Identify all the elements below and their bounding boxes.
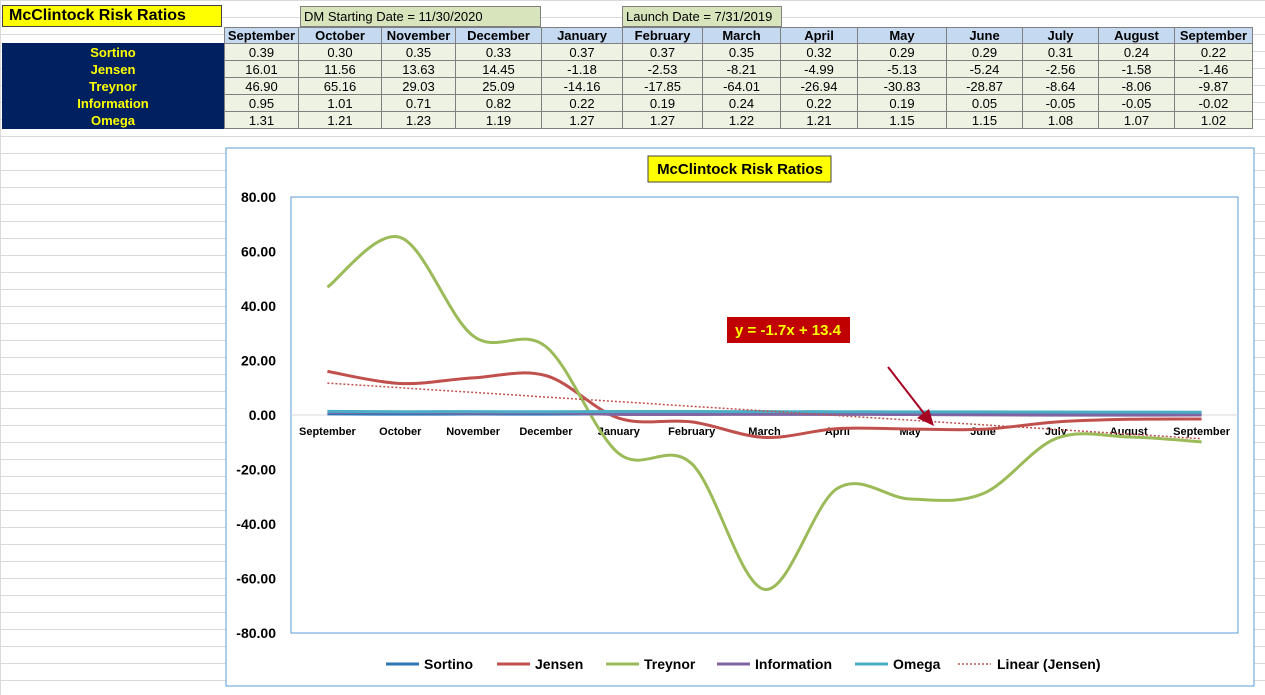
y-tick-label: 20.00 — [241, 353, 276, 369]
month-header: February — [622, 27, 703, 44]
y-tick-label: -20.00 — [236, 462, 276, 478]
month-header: November — [381, 27, 456, 44]
equation-box — [727, 317, 850, 343]
arrow — [887, 366, 927, 417]
value-cell: 1.21 — [298, 111, 382, 129]
value-cell: -26.94 — [780, 77, 858, 95]
value-cell: 0.24 — [702, 94, 781, 112]
y-tick-label: 60.00 — [241, 244, 276, 260]
legend-label: Information — [755, 656, 832, 672]
x-tick-label: December — [519, 426, 573, 438]
x-tick-label: November — [446, 426, 501, 438]
row-label: Omega — [2, 111, 224, 129]
legend-label: Sortino — [424, 656, 473, 672]
chart-title: McClintock Risk Ratios — [657, 161, 823, 178]
value-cell: 0.71 — [381, 94, 456, 112]
value-cell: 46.90 — [224, 77, 299, 95]
sheet-title: McClintock Risk Ratios — [2, 5, 222, 27]
x-tick-label: October — [379, 426, 422, 438]
value-cell: 1.15 — [857, 111, 947, 129]
value-cell: -8.06 — [1098, 77, 1175, 95]
x-tick-label: January — [598, 426, 641, 438]
value-cell: 1.21 — [780, 111, 858, 129]
value-cell: 0.82 — [455, 94, 542, 112]
value-cell: -5.24 — [946, 60, 1023, 78]
y-tick-label: 0.00 — [249, 407, 276, 423]
trend-equation: y = -1.7x + 13.4 — [735, 322, 842, 339]
chart-area — [225, 147, 1255, 687]
value-cell: 1.19 — [455, 111, 542, 129]
value-cell: 14.45 — [455, 60, 542, 78]
value-cell: 0.37 — [622, 43, 703, 61]
chart-title-box — [647, 155, 832, 183]
series-line — [327, 369, 1202, 439]
y-tick-label: -80.00 — [236, 625, 276, 641]
month-header: June — [946, 27, 1023, 44]
value-cell: 1.15 — [946, 111, 1023, 129]
value-cell: -0.05 — [1098, 94, 1175, 112]
x-tick-label: February — [668, 426, 716, 438]
plot: -80.00 -60.00 -40.00 -20.00 0.00 20.00 40.00 60… — [236, 189, 1238, 641]
value-cell: -28.87 — [946, 77, 1023, 95]
value-cell: 1.07 — [1098, 111, 1175, 129]
value-cell: -0.05 — [1022, 94, 1099, 112]
value-cell: 1.27 — [622, 111, 703, 129]
value-cell: 1.23 — [381, 111, 456, 129]
value-cell: -1.46 — [1174, 60, 1253, 78]
legend-label: Omega — [893, 656, 941, 672]
month-header: August — [1098, 27, 1175, 44]
y-tick-label: -60.00 — [236, 571, 276, 587]
y-tick-label: -40.00 — [236, 516, 276, 532]
x-tick-label: March — [748, 426, 781, 438]
value-cell: 25.09 — [455, 77, 542, 95]
value-cell: -8.64 — [1022, 77, 1099, 95]
y-tick-label: 40.00 — [241, 298, 276, 314]
month-header: January — [541, 27, 623, 44]
arrow-head — [917, 409, 934, 426]
x-tick-label: September — [299, 426, 357, 438]
launch-date: Launch Date = 7/31/2019 — [622, 6, 782, 27]
series-line — [327, 409, 1202, 414]
value-cell: 11.56 — [298, 60, 382, 78]
series-line — [326, 235, 1202, 591]
value-cell: 1.22 — [702, 111, 781, 129]
dm-start-date: DM Starting Date = 11/30/2020 — [300, 6, 541, 27]
y-tick-label: 80.00 — [241, 189, 276, 205]
value-cell: -2.56 — [1022, 60, 1099, 78]
legend-label: Linear (Jensen) — [997, 656, 1100, 672]
trendline — [327, 382, 1202, 440]
value-cell: 0.35 — [381, 43, 456, 61]
value-cell: 1.02 — [1174, 111, 1253, 129]
value-cell: 0.24 — [1098, 43, 1175, 61]
legend-label: Jensen — [535, 656, 583, 672]
legend-label: Treynor — [644, 656, 696, 672]
x-tick-label: September — [1173, 426, 1231, 438]
